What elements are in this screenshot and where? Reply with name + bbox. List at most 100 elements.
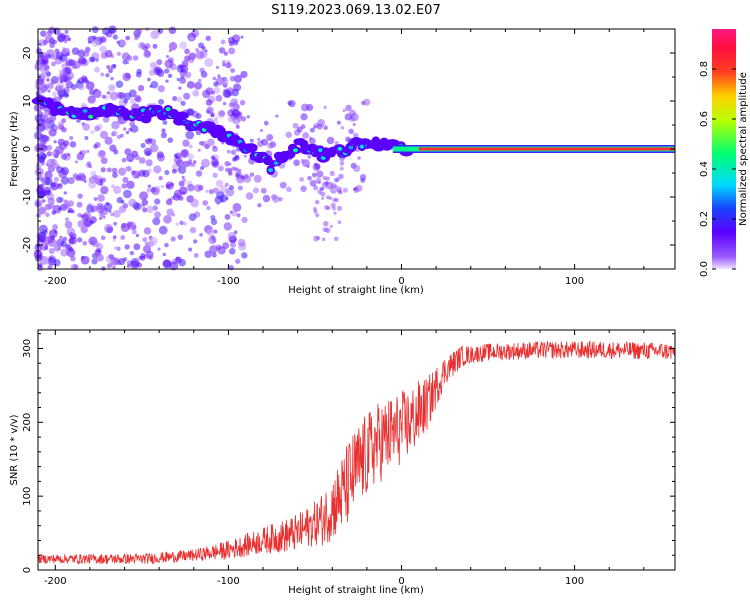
spectrogram-noise-blob bbox=[63, 199, 69, 204]
spectrogram-noise-blob bbox=[129, 250, 135, 256]
spectrogram-noise-blob bbox=[160, 185, 164, 189]
spectrogram-noise-blob bbox=[164, 59, 174, 69]
spectrogram-blobs bbox=[33, 25, 371, 272]
spectrogram-noise-blob bbox=[47, 89, 51, 93]
spectrogram-noise-blob bbox=[112, 34, 118, 40]
spectrogram-noise-blob bbox=[184, 71, 192, 79]
spectrogram-noise-blob bbox=[209, 245, 218, 254]
spectrogram-noise-blob bbox=[150, 61, 157, 69]
spectrogram-noise-blob bbox=[334, 184, 338, 188]
spectrogram-noise-blob bbox=[135, 71, 142, 78]
spectrogram-noise-blob bbox=[98, 150, 106, 157]
spectrogram-noise-blob bbox=[235, 258, 241, 264]
spectrogram-noise-blob bbox=[122, 59, 128, 65]
spectrogram-x-ticks: -200 -100 0 100 bbox=[44, 29, 645, 287]
spectrogram-noise-blob bbox=[331, 183, 336, 189]
spectrogram-noise-blob bbox=[56, 196, 63, 204]
spectrogram-noise-blob bbox=[227, 232, 236, 241]
spectrogram-noise-blob bbox=[153, 165, 162, 174]
spectrogram-noise-blob bbox=[94, 66, 100, 73]
spectrogram-noise-blob bbox=[228, 40, 235, 47]
spectrogram-noise-blob bbox=[229, 248, 236, 255]
spectrogram-noise-blob bbox=[81, 75, 88, 82]
spectrogram-noise-blob bbox=[53, 229, 58, 234]
spectrogram-noise-blob bbox=[84, 136, 89, 141]
spectrogram-noise-blob bbox=[156, 59, 163, 66]
spectrogram-noise-blob bbox=[82, 50, 90, 57]
spectrogram-noise-blob bbox=[112, 235, 117, 240]
snr-y-ticks: 0 100 200 300 bbox=[22, 333, 675, 573]
spectrogram-noise-blob bbox=[286, 186, 292, 193]
snr-x-tick-label: 100 bbox=[565, 576, 584, 587]
spectrogram-noise-blob bbox=[106, 65, 111, 69]
spectrogram-noise-blob bbox=[64, 217, 70, 222]
spectrogram-noise-blob bbox=[338, 173, 344, 180]
spectrogram-noise-blob bbox=[233, 83, 242, 92]
spectrogram-noise-blob bbox=[329, 170, 335, 177]
spectrogram-noise-blob bbox=[118, 257, 126, 266]
spectrogram-noise-blob bbox=[359, 173, 367, 181]
spectrogram-noise-blob bbox=[287, 100, 293, 106]
spectrogram-noise-blob bbox=[334, 236, 339, 242]
spectrogram-noise-blob bbox=[323, 125, 328, 131]
spectrogram-noise-blob bbox=[123, 98, 129, 104]
spectrogram-noise-blob bbox=[77, 193, 83, 199]
spectrogram-noise-blob bbox=[70, 255, 76, 262]
spectrogram-noise-blob bbox=[243, 175, 252, 183]
snr-series-line bbox=[37, 340, 676, 566]
spectrogram-noise-blob bbox=[321, 181, 328, 188]
spectrogram-noise-blob bbox=[46, 78, 50, 82]
spectrogram-noise-blob bbox=[116, 51, 121, 56]
spectrogram-noise-blob bbox=[135, 173, 140, 178]
spectrogram-noise-blob bbox=[221, 78, 229, 86]
spectrogram-noise-blob bbox=[173, 153, 178, 158]
spectrogram-noise-blob bbox=[204, 250, 212, 258]
spectrogram-noise-blob bbox=[176, 77, 180, 82]
spectrogram-noise-blob bbox=[150, 80, 159, 89]
colorbar-tick-label: 0.0 bbox=[699, 261, 710, 277]
spectrogram-noise-blob bbox=[161, 128, 166, 133]
spectrogram-noise-blob bbox=[202, 89, 211, 99]
spectrogram-x-axis-label: Height of straight line (km) bbox=[288, 285, 424, 296]
spectrogram-noise-blob bbox=[141, 199, 149, 206]
spectrogram-noise-blob bbox=[118, 205, 127, 213]
spectrogram-noise-blob bbox=[80, 102, 87, 109]
spectrogram-noise-blob bbox=[181, 175, 185, 179]
spectrogram-noise-blob bbox=[195, 170, 203, 177]
spectrogram-noise-blob bbox=[340, 125, 345, 130]
spectrogram-noise-blob bbox=[278, 197, 283, 202]
spectrogram-noise-blob bbox=[198, 42, 205, 49]
spectrogram-noise-blob bbox=[217, 74, 221, 78]
spectrogram-noise-blob bbox=[212, 145, 219, 152]
spectrogram-y-tick-label: 10 bbox=[22, 95, 33, 108]
spectrogram-noise-blob bbox=[193, 253, 199, 258]
spectrogram-noise-blob bbox=[42, 115, 49, 122]
spectrogram-noise-blob bbox=[39, 53, 44, 59]
spectrogram-noise-blob bbox=[38, 86, 47, 94]
spectrogram-noise-blob bbox=[353, 164, 361, 173]
spectrogram-noise-blob bbox=[336, 186, 342, 193]
spectrogram-noise-blob bbox=[142, 245, 152, 254]
spectrogram-noise-blob bbox=[48, 232, 53, 237]
spectrogram-noise-blob bbox=[194, 184, 202, 192]
spectrogram-noise-blob bbox=[36, 119, 42, 124]
spectrogram-noise-blob bbox=[165, 79, 169, 83]
spectrogram-noise-blob bbox=[115, 80, 124, 89]
spectrogram-noise-blob bbox=[323, 220, 329, 227]
snr-y-tick-label: 300 bbox=[22, 339, 33, 358]
snr-y-tick-label: 100 bbox=[22, 487, 33, 506]
spectrogram-noise-blob bbox=[126, 153, 135, 163]
spectrogram-noise-blob bbox=[212, 76, 217, 81]
spectrogram-noise-blob bbox=[138, 157, 146, 164]
spectrogram-noise-blob bbox=[178, 165, 187, 174]
spectrogram-ridge-core bbox=[268, 168, 274, 173]
spectrogram-noise-blob bbox=[168, 49, 172, 53]
spectrogram-noise-blob bbox=[135, 233, 140, 238]
spectrogram-noise-blob bbox=[125, 130, 130, 135]
spectrogram-noise-blob bbox=[245, 192, 254, 200]
spectrogram-noise-blob bbox=[229, 210, 233, 214]
spectrogram-noise-blob bbox=[210, 158, 219, 167]
spectrogram-noise-blob bbox=[205, 99, 213, 106]
spectrogram-ridge-core bbox=[82, 108, 88, 113]
